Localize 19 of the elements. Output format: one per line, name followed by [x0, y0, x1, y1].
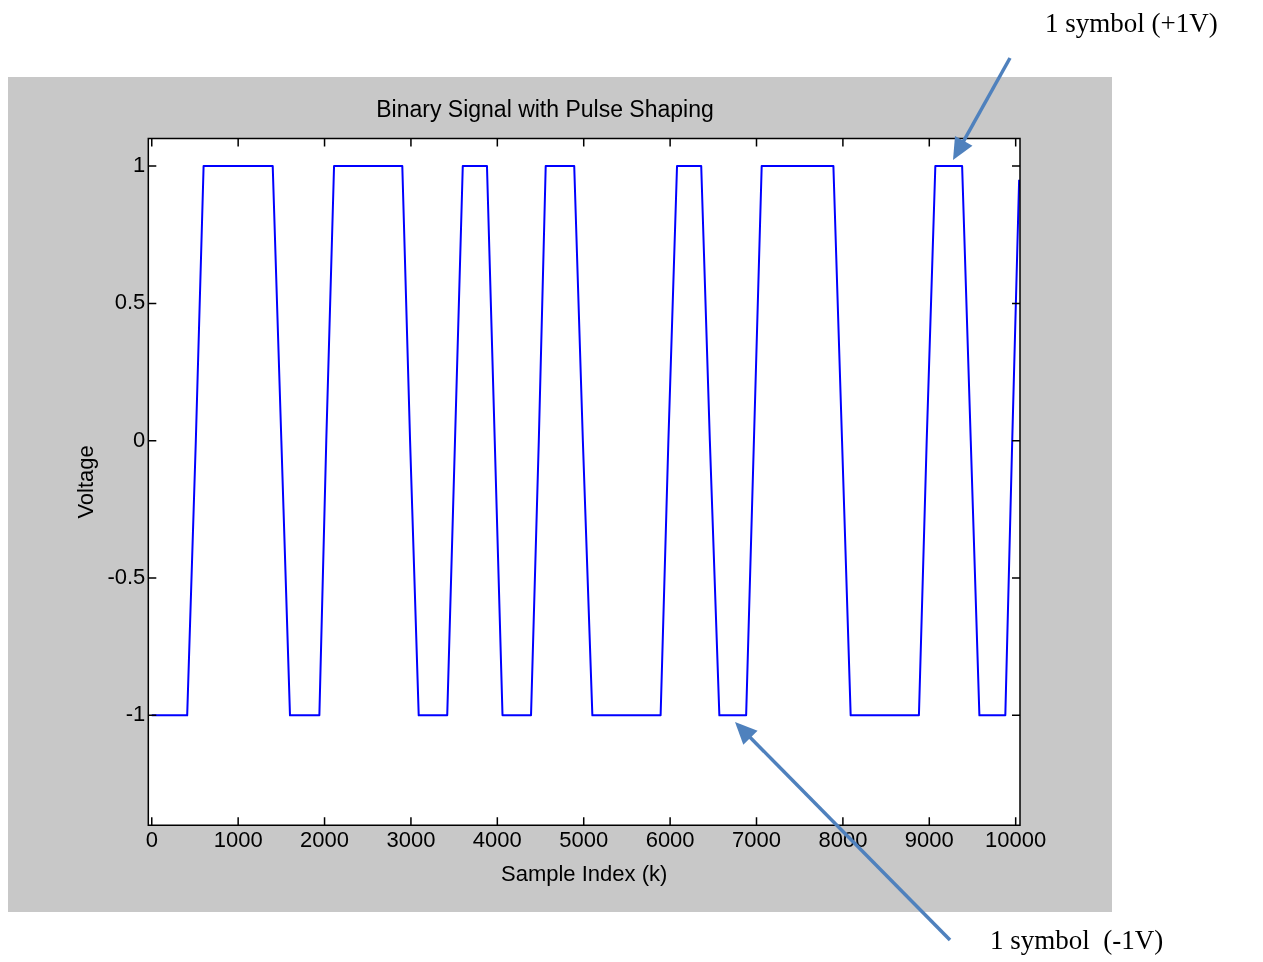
- x-tick-label: 10000: [985, 827, 1047, 853]
- x-tick-label: 5000: [559, 827, 609, 853]
- x-tick-label: 2000: [300, 827, 350, 853]
- y-tick-label: 1: [133, 152, 146, 178]
- x-tick-label: 7000: [732, 827, 781, 853]
- x-tick-label: 3000: [386, 827, 436, 853]
- y-tick-label: 0.5: [114, 289, 146, 315]
- x-tick-label: 4000: [472, 827, 522, 853]
- x-tick-label: 9000: [904, 827, 954, 853]
- y-tick-label: 0: [133, 426, 146, 452]
- y-tick-label: -0.5: [107, 564, 146, 590]
- text: 1 symbol (+1V): [1045, 8, 1218, 39]
- x-axis-title: Sample Index (k): [501, 860, 668, 886]
- chart-title: Binary Signal with Pulse Shaping: [376, 96, 714, 123]
- y-tick-label: -1: [125, 701, 146, 727]
- text: 1 symbol (-1V): [990, 925, 1164, 956]
- x-tick-label: 6000: [645, 827, 695, 853]
- x-tick-label: 1000: [213, 827, 263, 853]
- y-axis-title: Voltage: [73, 445, 99, 519]
